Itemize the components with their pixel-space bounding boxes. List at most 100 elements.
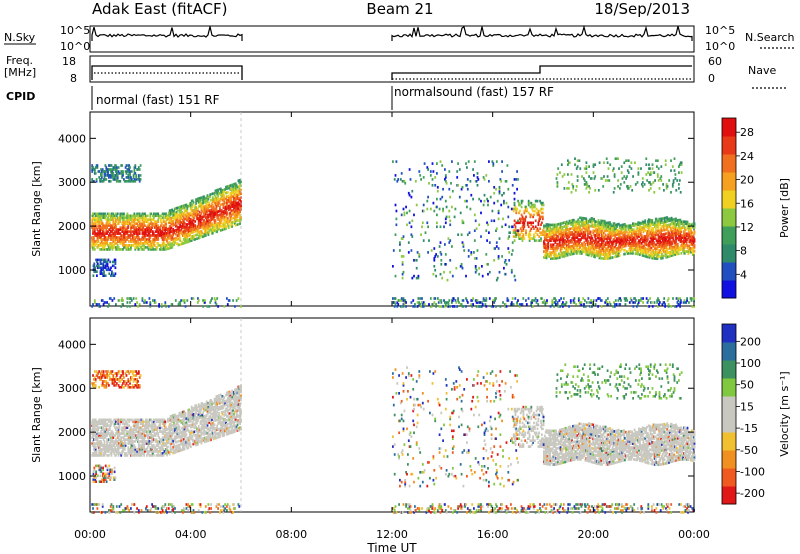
- echo-cell: [541, 207, 544, 211]
- echo-cell: [178, 233, 181, 237]
- echo-cell: [644, 243, 647, 246]
- echo-cell: [442, 207, 444, 211]
- echo-cell: [394, 303, 397, 306]
- echo-cell: [596, 234, 599, 238]
- echo-cell: [602, 235, 604, 239]
- echo-cell: [584, 221, 587, 224]
- echo-cell: [512, 209, 515, 213]
- echo-cell: [556, 225, 558, 228]
- echo-cell: [579, 226, 581, 229]
- echo-cell: [143, 216, 145, 220]
- echo-cell: [145, 232, 147, 235]
- echo-cell: [160, 232, 163, 235]
- echo-cell: [554, 239, 557, 242]
- echo-cell: [543, 299, 546, 302]
- echo-cell: [518, 303, 521, 306]
- echo-cell: [415, 305, 418, 308]
- echo-cell: [601, 239, 603, 242]
- echo-cell: [429, 170, 432, 173]
- echo-cell: [651, 250, 654, 254]
- echo-cell: [436, 162, 438, 165]
- echo-cell: [449, 195, 452, 199]
- echo-cell: [137, 218, 139, 221]
- echo-cell: [232, 187, 234, 190]
- echo-cell: [116, 172, 119, 175]
- echo-cell: [149, 305, 152, 308]
- echo-cell: [422, 301, 425, 304]
- echo-cell: [677, 297, 680, 300]
- echo-cell: [237, 197, 240, 200]
- echo-cell: [521, 215, 524, 219]
- echo-cell: [625, 224, 628, 228]
- echo-cell: [588, 246, 591, 249]
- echo-cell: [137, 238, 139, 241]
- echo-cell: [627, 252, 630, 255]
- echo-cell: [432, 303, 435, 306]
- echo-cell: [566, 228, 569, 231]
- nave-tick-high: 60: [708, 55, 722, 68]
- echo-cell: [683, 299, 686, 302]
- echo-cell: [675, 219, 677, 223]
- echo-cell: [671, 220, 674, 224]
- echo-cell: [693, 305, 695, 308]
- echo-cell: [419, 174, 422, 177]
- echo-cell: [232, 195, 234, 198]
- echo-cell: [431, 184, 434, 187]
- echo-cell: [632, 232, 634, 235]
- echo-cell: [204, 216, 207, 220]
- echo-cell: [622, 231, 625, 234]
- echo-cell: [658, 235, 661, 239]
- echo-cell: [645, 241, 647, 244]
- echo-cell: [565, 252, 568, 255]
- echo-cell: [238, 185, 241, 188]
- echo-cell: [215, 222, 218, 226]
- echo-cell: [646, 236, 649, 239]
- echo-cell: [147, 248, 150, 251]
- echo-cell: [547, 245, 550, 248]
- echo-cell: [427, 195, 429, 199]
- echo-cell: [628, 248, 631, 251]
- echo-cell: [236, 189, 239, 193]
- echo-cell: [462, 221, 465, 225]
- echo-cell: [551, 231, 554, 235]
- echo-cell: [543, 254, 546, 257]
- echo-cell: [407, 191, 410, 195]
- echo-cell: [614, 225, 617, 229]
- echo-cell: [114, 260, 117, 264]
- echo-cell: [666, 232, 669, 235]
- echo-cell: [520, 217, 523, 221]
- echo-cell: [189, 232, 191, 235]
- echo-cell: [521, 303, 524, 306]
- echo-cell: [226, 218, 229, 222]
- echo-cell: [454, 207, 457, 211]
- echo-cell: [93, 244, 95, 247]
- echo-cell: [549, 305, 552, 308]
- echo-cell: [107, 238, 109, 241]
- echo-cell: [126, 212, 129, 216]
- echo-cell: [629, 246, 632, 249]
- echo-cell: [233, 212, 235, 216]
- echo-cell: [565, 244, 568, 247]
- echo-cell: [123, 216, 126, 220]
- echo-cell: [230, 209, 233, 213]
- echo-cell: [644, 221, 647, 224]
- echo-cell: [614, 239, 617, 243]
- echo-cell: [93, 248, 96, 251]
- echo-cell: [561, 255, 564, 259]
- echo-cell: [474, 266, 477, 270]
- echo-cell: [632, 230, 635, 233]
- echo-cell: [99, 214, 101, 218]
- echo-cell: [138, 180, 141, 183]
- echo-cell: [607, 249, 610, 252]
- echo-cell: [138, 218, 141, 221]
- echo-cell: [128, 230, 131, 233]
- echo-cell: [647, 222, 650, 225]
- echo-cell: [96, 262, 99, 266]
- echo-cell: [413, 274, 415, 278]
- echo-cell: [677, 252, 680, 256]
- echo-cell: [566, 250, 569, 253]
- echo-cell: [520, 231, 523, 234]
- echo-cell: [647, 242, 650, 245]
- echo-cell: [167, 235, 170, 238]
- echo-cell: [666, 255, 669, 259]
